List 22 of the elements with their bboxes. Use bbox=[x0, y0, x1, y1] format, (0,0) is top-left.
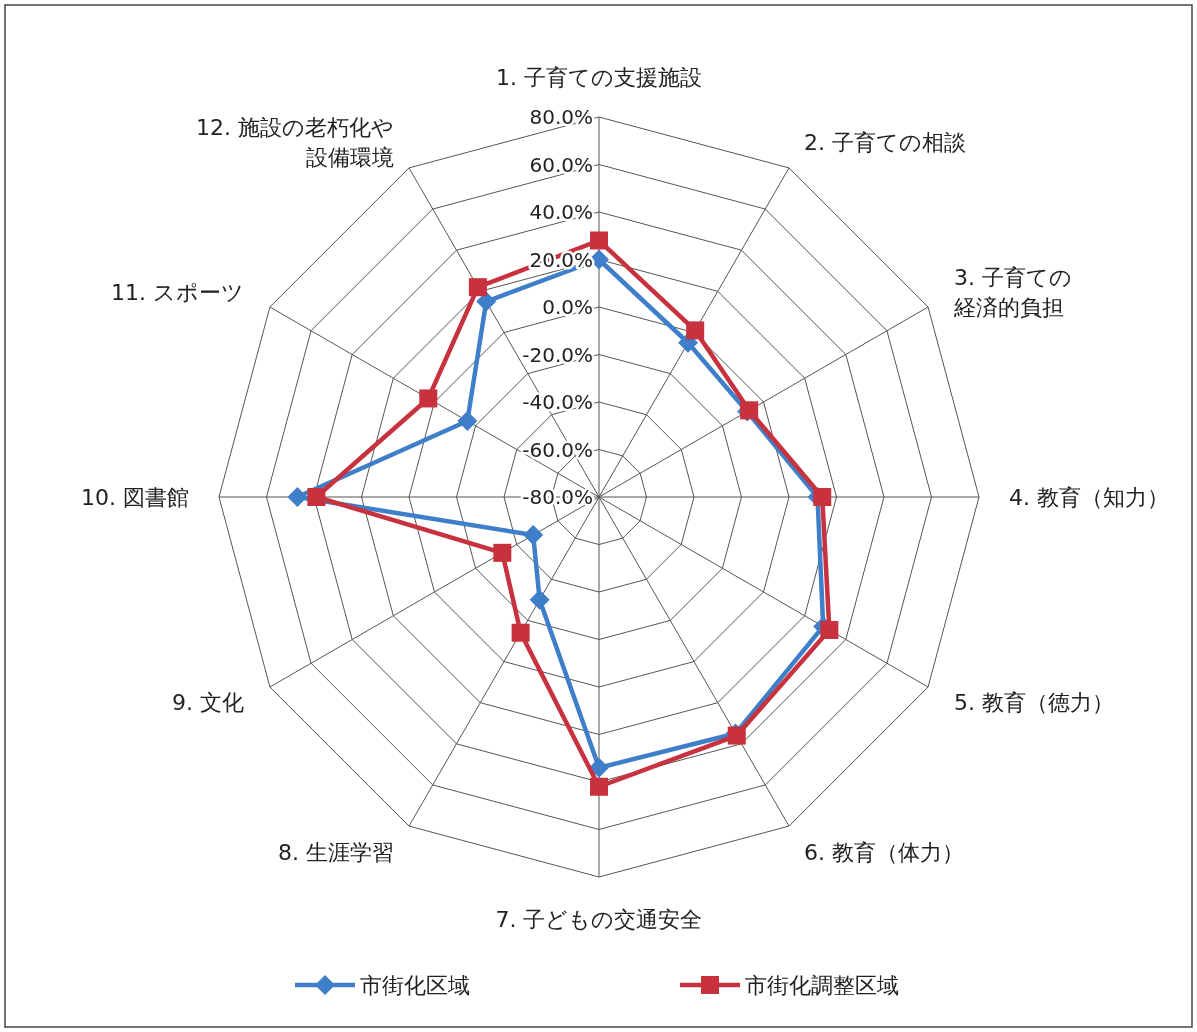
spoke-label: 2. 子育ての相談 bbox=[804, 129, 966, 155]
y-tick-label: 80.0% bbox=[529, 105, 593, 129]
spoke-label: 1. 子育ての支援施設 bbox=[496, 65, 702, 90]
spoke-label: 12. 施設の老朽化や設備環境 bbox=[196, 114, 394, 170]
spoke-label: 8. 生涯学習 bbox=[278, 840, 394, 866]
y-tick-label: -60.0% bbox=[522, 437, 593, 462]
spoke-label: 3. 子育ての経済的負担 bbox=[953, 265, 1073, 320]
y-tick-label: -20.0% bbox=[522, 342, 593, 367]
spoke-label: 6. 教育（体力） bbox=[804, 840, 964, 866]
y-tick-label: -80.0% bbox=[522, 485, 593, 509]
spoke-label: 10. 図書館 bbox=[81, 485, 189, 510]
spoke-label: 7. 子どもの交通安全 bbox=[495, 907, 703, 932]
spoke-label: 11. スポーツ bbox=[110, 280, 244, 305]
spoke-label: 4. 教育（知力） bbox=[1009, 485, 1169, 510]
legend-label: 市街化調整区域 bbox=[745, 973, 899, 998]
y-tick-label: 0.0% bbox=[542, 295, 593, 319]
spoke-label: 5. 教育（徳力） bbox=[954, 690, 1115, 715]
legend-label: 市街化区域 bbox=[360, 973, 470, 998]
y-tick-label: -40.0% bbox=[522, 390, 593, 414]
spoke-label: 9. 文化 bbox=[171, 690, 244, 715]
y-tick-label: 40.0% bbox=[529, 200, 593, 224]
y-tick-label: 60.0% bbox=[529, 152, 593, 177]
